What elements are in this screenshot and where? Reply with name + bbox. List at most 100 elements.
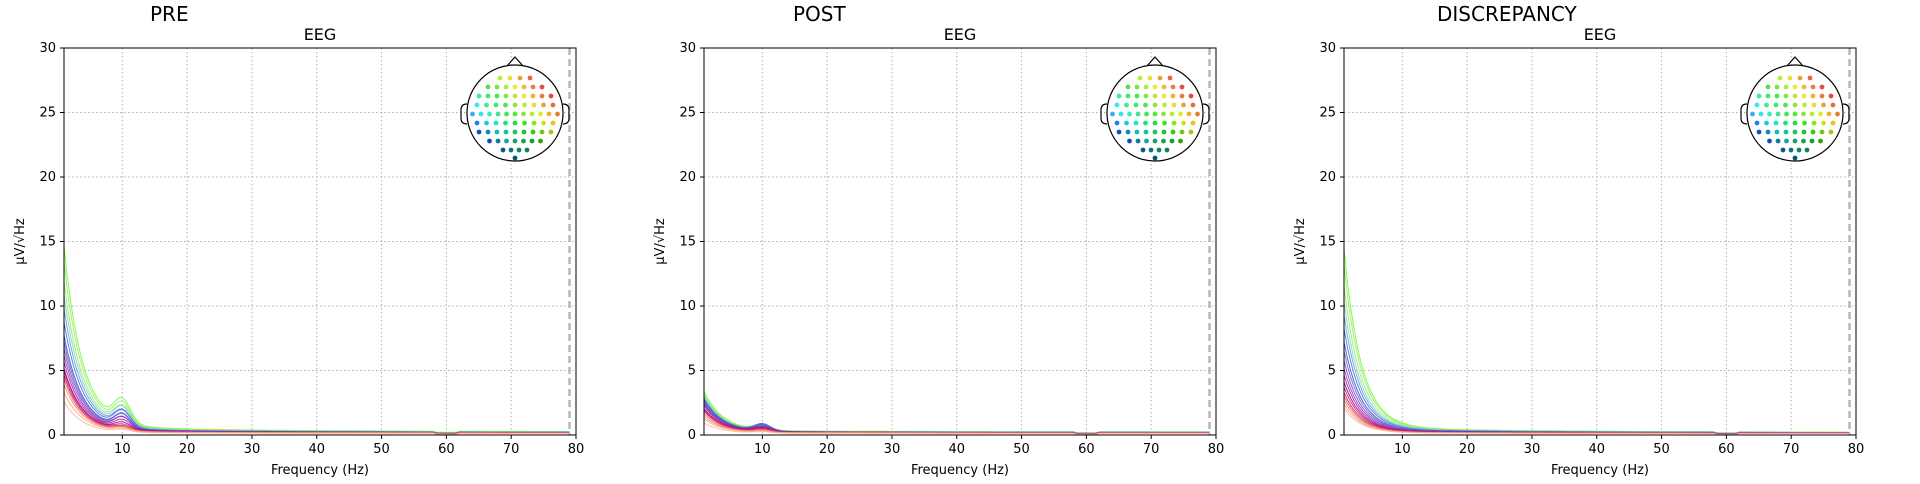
sensor-dot (527, 75, 533, 81)
sensor-topomap (1740, 56, 1850, 162)
sensor-dot (1114, 102, 1120, 108)
sensor-dot (1826, 111, 1832, 117)
sensor-dot (1773, 120, 1779, 126)
sensor-dot (484, 102, 489, 108)
sensor-dot (1784, 138, 1789, 144)
sensor-dot (503, 120, 508, 126)
sensor-dot (1821, 102, 1826, 108)
sensor-dot (503, 93, 509, 99)
sensor-dot (1792, 93, 1798, 99)
sensor-dot (1190, 102, 1196, 108)
sensor-dot (1792, 129, 1798, 135)
sensor-dot (1756, 129, 1762, 135)
x-tick-label: 60 (1078, 442, 1095, 457)
right-ear (1202, 103, 1210, 125)
sensor-dot (500, 147, 506, 153)
sensor-dot (474, 102, 480, 108)
sensor-dot (1167, 75, 1173, 81)
y-tick-label: 30 (39, 41, 56, 56)
y-tick-label: 10 (1319, 299, 1336, 314)
sensor-dot (478, 111, 484, 117)
sensor-dot (512, 120, 518, 126)
sensor-dot (1127, 138, 1132, 144)
psd-chart-post: EEG 10 20 30 40 50 60 70 80 0 5 10 15 20 25 30 Frequency… (653, 25, 1224, 478)
series-line (63, 341, 570, 434)
sensor-dot (1164, 147, 1170, 153)
sensor-dot (1792, 102, 1798, 108)
sensor-dot (1810, 84, 1816, 90)
x-tick-label: 50 (1013, 442, 1030, 457)
sensor-dot (1765, 93, 1771, 99)
sensor-dot (1162, 120, 1167, 126)
y-tick-label: 10 (679, 299, 696, 314)
y-tick-label: 20 (1319, 170, 1336, 185)
sensor-dot (521, 93, 527, 99)
sensor-dot (1181, 120, 1186, 126)
y-tick-label: 5 (48, 364, 56, 379)
sensor-dot (1828, 93, 1834, 99)
sensor-dot (1178, 111, 1183, 117)
y-tick-label: 15 (1319, 235, 1336, 250)
sensor-dot (507, 75, 513, 81)
sensor-dot (1774, 129, 1780, 135)
sensor-dot (1792, 111, 1798, 117)
sensor-dot (1780, 147, 1786, 153)
panel-title: DISCREPANCY (1437, 2, 1577, 26)
sensor-dot (1810, 93, 1816, 99)
sensor-dot (1179, 84, 1185, 90)
y-tick-label: 30 (1319, 41, 1336, 56)
sensor-dot (1819, 84, 1825, 90)
sensor-dot (1147, 75, 1153, 81)
psd-panel-post: POST EEG 10 20 30 40 50 60 70 80 0 5 10 15 20 25 30 Freq… (640, 0, 1280, 480)
sensor-dot (512, 84, 518, 90)
sensor-dot (1148, 147, 1154, 153)
sensor-dot (1127, 111, 1132, 117)
sensor-dot (555, 111, 560, 117)
sensor-dot (1170, 93, 1176, 99)
sensor-dot (1754, 120, 1760, 126)
sensor-dot (1124, 120, 1129, 126)
sensor-dot (1764, 102, 1769, 108)
y-tick-label: 0 (688, 428, 696, 443)
y-tick-label: 0 (48, 428, 56, 443)
sensor-dot (495, 111, 501, 117)
sensor-dot (1811, 102, 1817, 108)
x-tick-label: 10 (114, 442, 131, 457)
sensor-dot (497, 75, 503, 81)
sensor-dot (516, 147, 522, 153)
sensor-dot (1830, 102, 1836, 108)
y-tick-label: 15 (679, 235, 696, 250)
nose (506, 56, 524, 67)
right-ear (562, 103, 570, 125)
sensor-dot (529, 138, 535, 144)
x-tick-label: 30 (884, 442, 901, 457)
series-line (703, 422, 1210, 435)
sensor-dot (1783, 93, 1789, 99)
sensor-dot (538, 138, 543, 144)
sensor-dot (1135, 138, 1141, 144)
sensor-dot (1125, 93, 1131, 99)
sensor-dot (1801, 138, 1806, 144)
chart-subtitle: EEG (1584, 25, 1617, 44)
sensor-dot (522, 120, 527, 126)
x-tick-label: 70 (503, 442, 520, 457)
x-tick-label: 40 (308, 442, 325, 457)
sensor-dot (484, 120, 489, 126)
sensor-dot (503, 84, 509, 90)
nose (1146, 56, 1164, 67)
panel-title: PRE (150, 2, 189, 26)
sensor-dot (1110, 111, 1115, 117)
sensor-dot (1767, 138, 1772, 144)
sensor-dot (1152, 155, 1158, 161)
sensor-dot (470, 111, 475, 117)
sensor-dot (1765, 84, 1771, 90)
sensor-dot (1765, 129, 1771, 135)
sensor-dot (531, 120, 537, 126)
sensor-dot (1195, 111, 1200, 117)
sensor-dot (504, 138, 509, 144)
y-axis-label: µV/√Hz (13, 218, 28, 265)
sensor-topomap (1100, 56, 1210, 162)
sensor-dot (485, 84, 491, 90)
sensor-dot (1161, 138, 1166, 144)
sensor-dot (1819, 93, 1825, 99)
